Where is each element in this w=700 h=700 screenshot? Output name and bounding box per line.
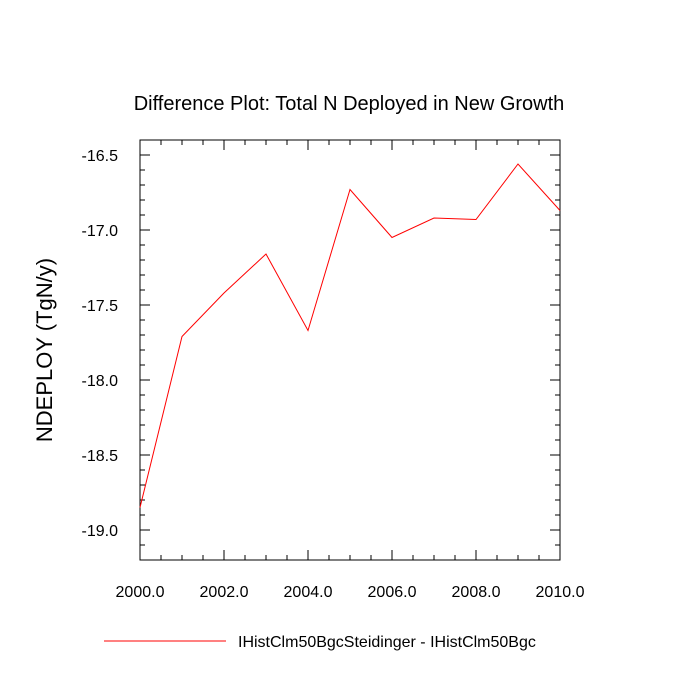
legend: IHistClm50BgcSteidinger - IHistClm50Bgc xyxy=(104,634,536,651)
x-tick-label: 2004.0 xyxy=(284,584,333,601)
series-line xyxy=(139,163,561,508)
x-tick-label: 2010.0 xyxy=(536,584,585,601)
plot-frame xyxy=(139,139,561,561)
y-tick-label: -17.5 xyxy=(82,298,119,315)
y-tick-label: -17.0 xyxy=(82,223,119,240)
x-tick-label: 2000.0 xyxy=(116,584,165,601)
axis-ticks: 2000.0 2002.0 2004.0 2006.0 2008.0 2010.0 -16.… xyxy=(82,139,585,601)
y-tick-label: -16.5 xyxy=(82,148,119,165)
x-tick-label: 2002.0 xyxy=(200,584,249,601)
y-tick-label: -18.0 xyxy=(82,373,119,390)
y-tick-label: -19.0 xyxy=(82,523,119,540)
legend-label: IHistClm50BgcSteidinger - IHistClm50Bgc xyxy=(238,634,536,651)
y-tick-label: -18.5 xyxy=(82,448,119,465)
x-tick-label: 2006.0 xyxy=(368,584,417,601)
chart-title: Difference Plot: Total N Deployed in New… xyxy=(134,93,565,115)
x-tick-label: 2008.0 xyxy=(452,584,501,601)
y-axis-label: NDEPLOY (TgN/y) xyxy=(32,258,57,442)
series-layer xyxy=(139,163,561,508)
